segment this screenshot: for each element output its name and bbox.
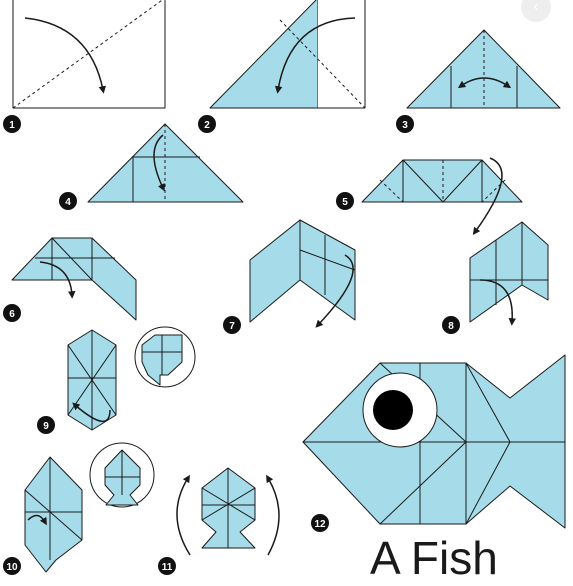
step-3-diagram (406, 29, 561, 109)
step-10-diagram (24, 442, 155, 573)
svg-text:5: 5 (342, 197, 348, 208)
step-number-4: 4 (59, 192, 77, 210)
step-5-diagram (361, 157, 523, 236)
step-number-8: 8 (442, 316, 460, 334)
svg-text:8: 8 (448, 321, 454, 332)
step-8-diagram (469, 221, 549, 326)
step-12-fish (302, 354, 566, 529)
step-2-diagram (209, 0, 366, 109)
svg-text:10: 10 (6, 562, 18, 573)
step-number-6: 6 (3, 304, 21, 322)
svg-text:11: 11 (162, 562, 173, 573)
step-7-diagram (249, 219, 356, 328)
step-9-diagram (67, 326, 196, 431)
svg-text:7: 7 (229, 321, 235, 332)
step-number-10: 10 (3, 557, 21, 575)
step-4-diagram (87, 123, 244, 203)
step-number-12: 12 (311, 514, 329, 532)
step-numbers: 1 2 3 4 5 6 7 8 9 10 11 12 (3, 115, 460, 575)
step-number-3: 3 (396, 115, 414, 133)
svg-text:9: 9 (43, 421, 49, 432)
diagram-title: A Fish (370, 532, 498, 581)
step-number-1: 1 (3, 115, 21, 133)
svg-text:1: 1 (9, 120, 15, 131)
step-number-5: 5 (336, 192, 354, 210)
svg-text:2: 2 (204, 120, 210, 131)
step-6-diagram (11, 237, 137, 321)
step-number-11: 11 (158, 557, 176, 575)
step-number-7: 7 (223, 316, 241, 334)
step-11-diagram (176, 467, 280, 556)
svg-text:4: 4 (65, 197, 71, 208)
step-number-2: 2 (198, 115, 216, 133)
step-number-9: 9 (37, 416, 55, 434)
svg-text:3: 3 (402, 120, 408, 131)
svg-text:6: 6 (9, 309, 15, 320)
chevron-left-icon[interactable]: ‹ (521, 0, 551, 22)
step-1-diagram (12, 0, 166, 109)
svg-text:12: 12 (314, 519, 326, 530)
